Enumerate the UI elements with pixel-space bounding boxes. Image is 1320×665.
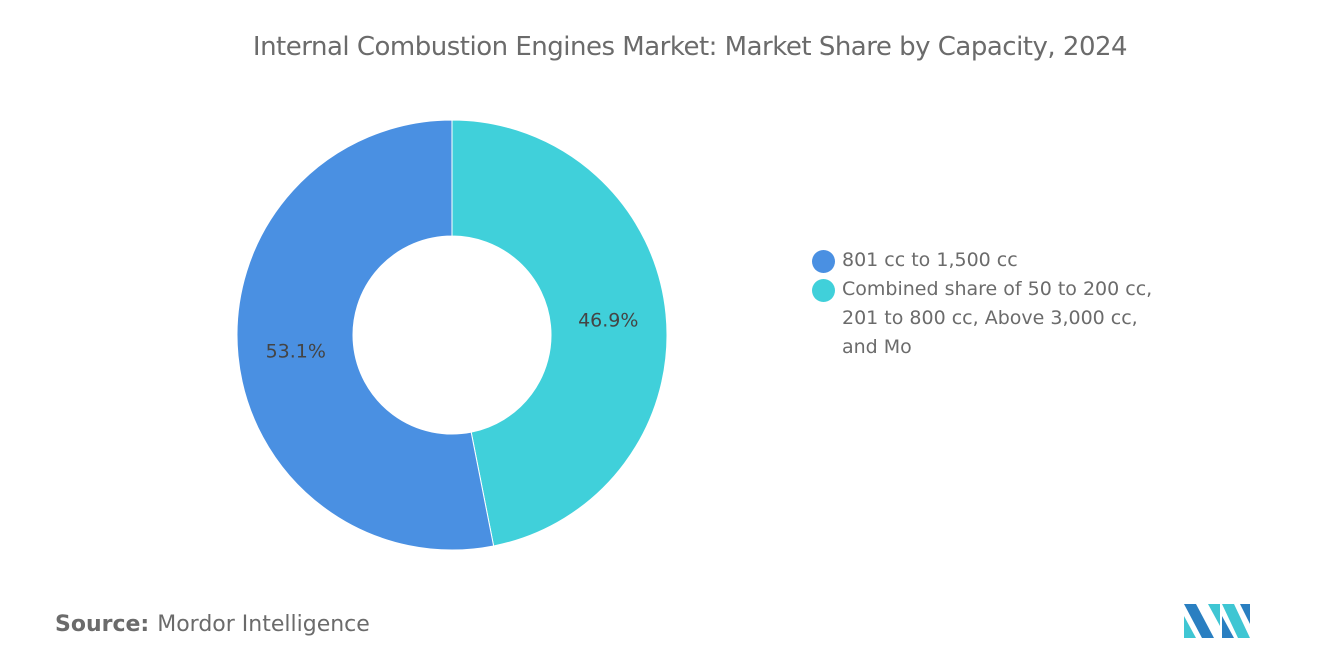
data-label: 53.1% <box>266 340 326 362</box>
legend-item: 801 cc to 1,500 cc <box>812 246 1172 275</box>
source-label: Source: <box>55 612 150 637</box>
legend-label: 801 cc to 1,500 cc <box>842 249 1018 271</box>
legend-swatch <box>812 279 835 302</box>
legend-swatch <box>812 250 835 273</box>
legend-item: Combined share of 50 to 200 cc, 201 to 8… <box>812 275 1172 362</box>
donut-slice <box>236 119 495 551</box>
mordor-logo <box>1184 604 1250 638</box>
data-label: 46.9% <box>578 310 638 332</box>
legend-label: Combined share of 50 to 200 cc, 201 to 8… <box>842 278 1153 358</box>
source-note: Source: Mordor Intelligence <box>55 612 370 637</box>
donut-slice <box>451 119 668 547</box>
chart-title: Internal Combustion Engines Market: Mark… <box>252 32 1128 62</box>
source-value: Mordor Intelligence <box>157 612 370 637</box>
legend: 801 cc to 1,500 cc Combined share of 50 … <box>812 246 1172 362</box>
